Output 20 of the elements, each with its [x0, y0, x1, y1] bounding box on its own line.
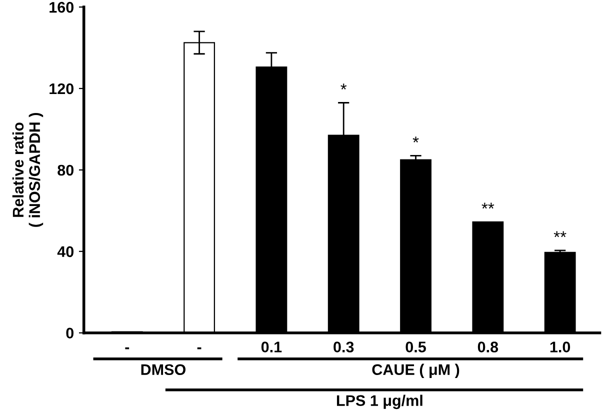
y-tick-label: 120 — [50, 83, 74, 94]
x-tick-label: - — [197, 347, 202, 350]
y-axis-title: Relative ratio ( iNOS/GAPDH ) — [12, 112, 44, 227]
y-tick-label: 80 — [58, 164, 74, 176]
x-tick-label: 0.8 — [478, 342, 498, 352]
text: CAUE ( μM ) — [372, 364, 460, 378]
annotation: ** — [482, 202, 494, 209]
x-tick-label: 0.1 — [261, 342, 282, 352]
y-tick-label: 0 — [66, 328, 74, 339]
x-tick-label: 1.0 — [550, 342, 570, 352]
x-tick-label: 0.3 — [334, 342, 354, 352]
text: DMSO — [141, 364, 186, 376]
y-tick-label: 40 — [57, 246, 74, 258]
x-tick-label: - — [125, 347, 130, 350]
text: LPS 1 μg/ml — [336, 394, 422, 410]
annotation: * — [412, 136, 419, 142]
x-tick-label: 0.5 — [406, 342, 426, 352]
annotation: * — [340, 84, 347, 90]
y-tick-label: 160 — [50, 2, 74, 13]
annotation: ** — [554, 231, 566, 238]
